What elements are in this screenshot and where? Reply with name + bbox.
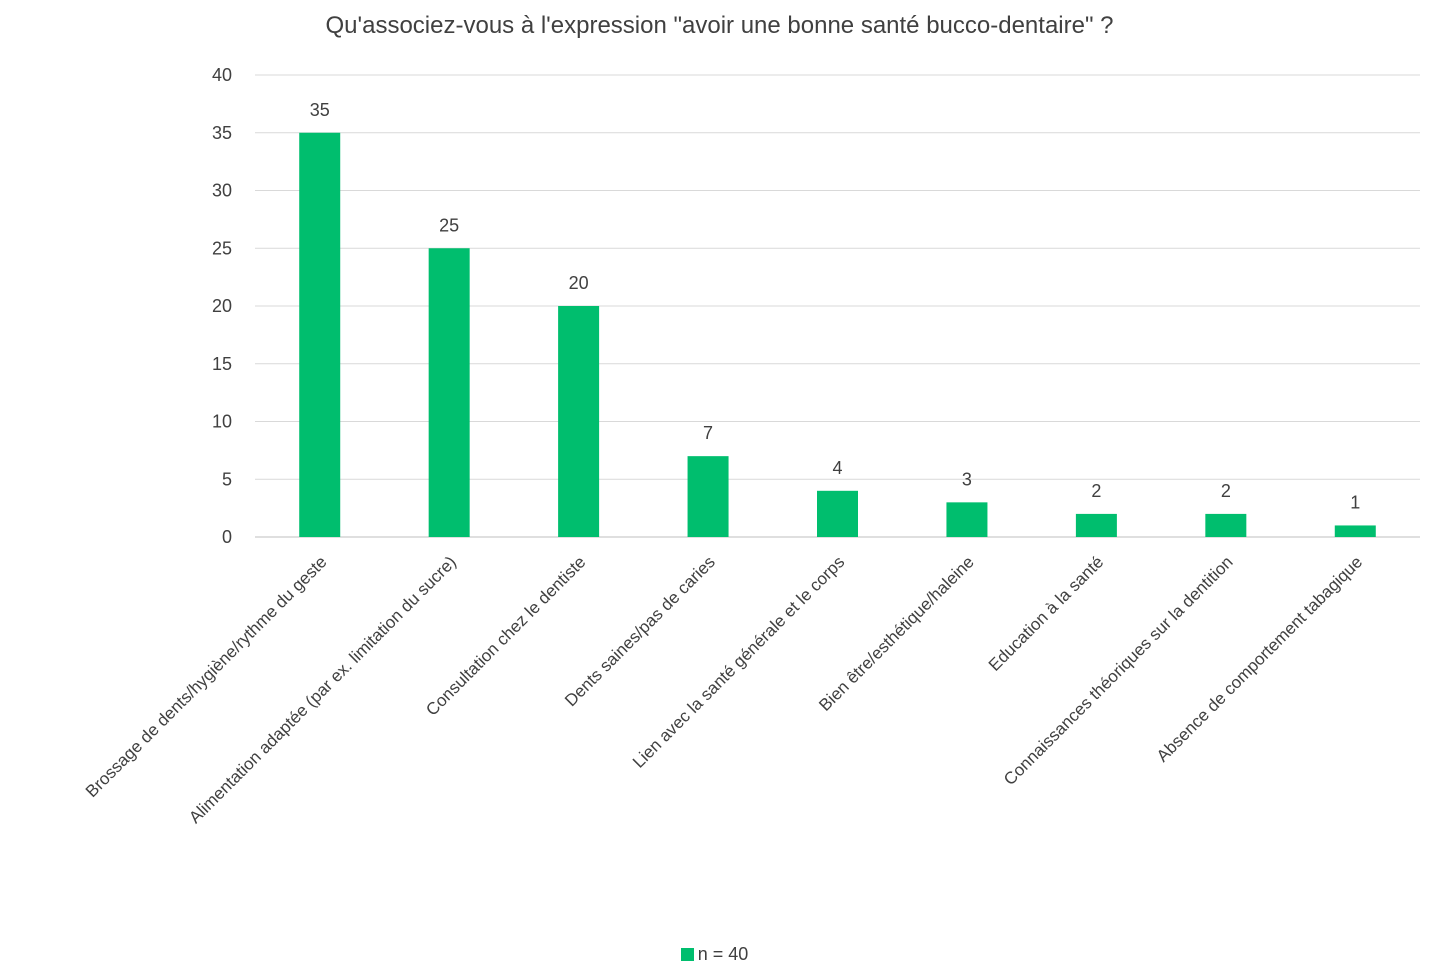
legend-label: n = 40: [697, 944, 749, 964]
bar: [687, 456, 729, 537]
y-tick-label: 25: [212, 238, 232, 258]
y-tick-label: 10: [212, 412, 232, 432]
y-tick-label: 0: [222, 527, 232, 547]
legend: n = 40: [0, 944, 1429, 965]
bar: [299, 132, 341, 537]
data-label: 4: [832, 458, 842, 478]
bar: [1205, 513, 1247, 537]
y-tick-label: 15: [212, 354, 232, 374]
y-tick-label: 5: [222, 469, 232, 489]
bar: [558, 306, 600, 537]
x-axis-category-labels: Brossage de dents/hygiène/rythme du gest…: [82, 552, 1366, 827]
y-tick-label: 40: [212, 65, 232, 85]
data-label: 2: [1091, 481, 1101, 501]
chart-title: Qu'associez-vous à l'expression "avoir u…: [325, 12, 1114, 39]
category-label: Brossage de dents/hygiène/rythme du gest…: [82, 552, 331, 801]
chart-plot: 0 5 10 15 20 25 30 35 40 35 25 20 7 4 3 2 2 1 Brossage d…: [82, 65, 1420, 827]
data-label: 35: [310, 100, 330, 120]
legend-swatch: [680, 948, 694, 961]
data-label: 3: [962, 469, 972, 489]
data-label: 1: [1350, 492, 1360, 512]
category-label: Absence de comportement tabagique: [1153, 552, 1366, 765]
category-label: Lien avec la santé générale et le corps: [629, 552, 848, 771]
bar: [946, 502, 988, 537]
category-label: Alimentation adaptée (par ex. limitation…: [185, 552, 460, 827]
bar: [1075, 513, 1117, 537]
category-label: Bien être/esthétique/haleine: [815, 552, 977, 714]
data-label: 2: [1221, 481, 1231, 501]
bars: [299, 132, 1376, 537]
data-label: 20: [569, 273, 589, 293]
data-label: 7: [703, 423, 713, 443]
y-axis-ticks: 0 5 10 15 20 25 30 35 40: [212, 65, 232, 547]
y-tick-label: 20: [212, 296, 232, 316]
bar: [817, 490, 858, 537]
y-tick-label: 30: [212, 181, 232, 201]
bar: [1334, 525, 1376, 537]
bar: [428, 248, 470, 537]
category-label: Education à la santé: [985, 552, 1107, 674]
data-label: 25: [439, 215, 459, 235]
category-label: Dents saines/pas de caries: [561, 552, 719, 710]
y-tick-label: 35: [212, 123, 232, 143]
category-label: Connaissances théoriques sur la dentitio…: [1000, 552, 1237, 789]
data-labels: 35 25 20 7 4 3 2 2 1: [310, 100, 1361, 513]
